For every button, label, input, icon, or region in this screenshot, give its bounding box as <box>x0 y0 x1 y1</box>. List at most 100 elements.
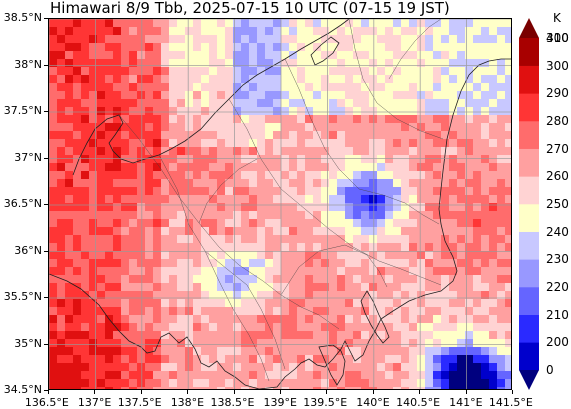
tbb-cell <box>497 195 506 204</box>
tbb-cell <box>313 35 322 44</box>
lon-tick-label: 141.5°E <box>488 396 533 409</box>
colorbar-segment <box>519 342 539 371</box>
tbb-cell <box>433 75 442 84</box>
tbb-cell <box>377 267 386 276</box>
tbb-cell <box>377 235 386 244</box>
tbb-cell <box>305 147 314 156</box>
tbb-cell <box>241 115 250 124</box>
tbb-cell <box>345 283 354 292</box>
tbb-cell <box>505 387 511 389</box>
tbb-cell <box>233 251 242 260</box>
tbb-cell <box>97 59 106 68</box>
tbb-cell <box>393 299 402 308</box>
tbb-cell <box>353 331 362 340</box>
tbb-cell <box>273 219 282 228</box>
tbb-cell <box>289 123 298 132</box>
tbb-cell <box>497 259 506 268</box>
tbb-cell <box>377 99 386 108</box>
colorbar-segment <box>519 287 539 315</box>
tbb-cell <box>57 267 66 276</box>
tbb-cell <box>433 43 442 52</box>
tbb-cell <box>97 251 106 260</box>
tbb-cell <box>417 179 426 188</box>
tbb-cell <box>417 259 426 268</box>
tbb-cell <box>313 339 322 348</box>
tbb-cell <box>345 123 354 132</box>
tbb-cell <box>377 283 386 292</box>
tbb-cell <box>105 155 114 164</box>
tbb-cell <box>129 195 138 204</box>
tbb-cell <box>297 371 306 380</box>
tbb-cell <box>137 59 146 68</box>
tbb-cell <box>385 51 394 60</box>
tbb-cell <box>145 339 154 348</box>
tbb-cell <box>457 323 466 332</box>
tbb-cell <box>329 235 338 244</box>
border-line <box>228 98 442 286</box>
tbb-cell <box>89 259 98 268</box>
tbb-cell <box>481 275 490 284</box>
tbb-cell <box>185 75 194 84</box>
tbb-cell <box>345 147 354 156</box>
tbb-cell <box>81 347 90 356</box>
tbb-cell <box>457 203 466 212</box>
tbb-cell <box>89 347 98 356</box>
tbb-cell <box>401 267 410 276</box>
tbb-cell <box>121 147 130 156</box>
tbb-cell <box>81 315 90 324</box>
tbb-cell <box>73 155 82 164</box>
tbb-cell <box>97 147 106 156</box>
tbb-cell <box>209 227 218 236</box>
coastline-tokyo-bay <box>360 290 390 344</box>
tbb-cell <box>233 155 242 164</box>
tbb-cell <box>129 275 138 284</box>
tbb-cell <box>377 251 386 260</box>
tbb-cell <box>361 43 370 52</box>
tbb-cell <box>73 259 82 268</box>
tbb-cell <box>489 387 498 389</box>
tbb-cell <box>425 107 434 116</box>
tbb-cell <box>433 379 442 388</box>
tbb-cell <box>145 43 154 52</box>
tbb-cell <box>417 163 426 172</box>
tbb-cell <box>73 99 82 108</box>
tbb-cell <box>449 227 458 236</box>
tbb-cell <box>441 243 450 252</box>
tbb-cell <box>65 35 74 44</box>
tbb-cell <box>401 371 410 380</box>
tbb-cell <box>257 251 266 260</box>
tbb-cell <box>329 331 338 340</box>
tbb-cell <box>113 139 122 148</box>
tbb-cell <box>297 323 306 332</box>
tbb-cell <box>129 235 138 244</box>
tbb-cell <box>73 179 82 188</box>
tbb-cell <box>289 243 298 252</box>
tbb-cell <box>265 235 274 244</box>
tbb-cell <box>169 131 178 140</box>
tbb-cell <box>393 19 402 28</box>
tbb-cell <box>457 19 466 28</box>
tbb-cell <box>505 243 511 252</box>
tbb-cell <box>153 227 162 236</box>
colorbar-segment <box>519 259 539 288</box>
tbb-cell <box>297 139 306 148</box>
tbb-cell <box>249 67 258 76</box>
tbb-cell <box>425 251 434 260</box>
tbb-cell <box>345 315 354 324</box>
tbb-cell <box>369 179 378 188</box>
tbb-cell <box>457 107 466 116</box>
tbb-cell <box>105 243 114 252</box>
tbb-cell <box>169 91 178 100</box>
tbb-cell <box>249 363 258 372</box>
tbb-cell <box>417 27 426 36</box>
tbb-cell <box>209 51 218 60</box>
tbb-cell <box>473 187 482 196</box>
tbb-cell <box>425 195 434 204</box>
tbb-cell <box>489 251 498 260</box>
tbb-cell <box>401 107 410 116</box>
tbb-cell <box>401 379 410 388</box>
tbb-cell <box>361 259 370 268</box>
tbb-cell <box>305 291 314 300</box>
tbb-cell <box>385 59 394 68</box>
tbb-cell <box>289 211 298 220</box>
